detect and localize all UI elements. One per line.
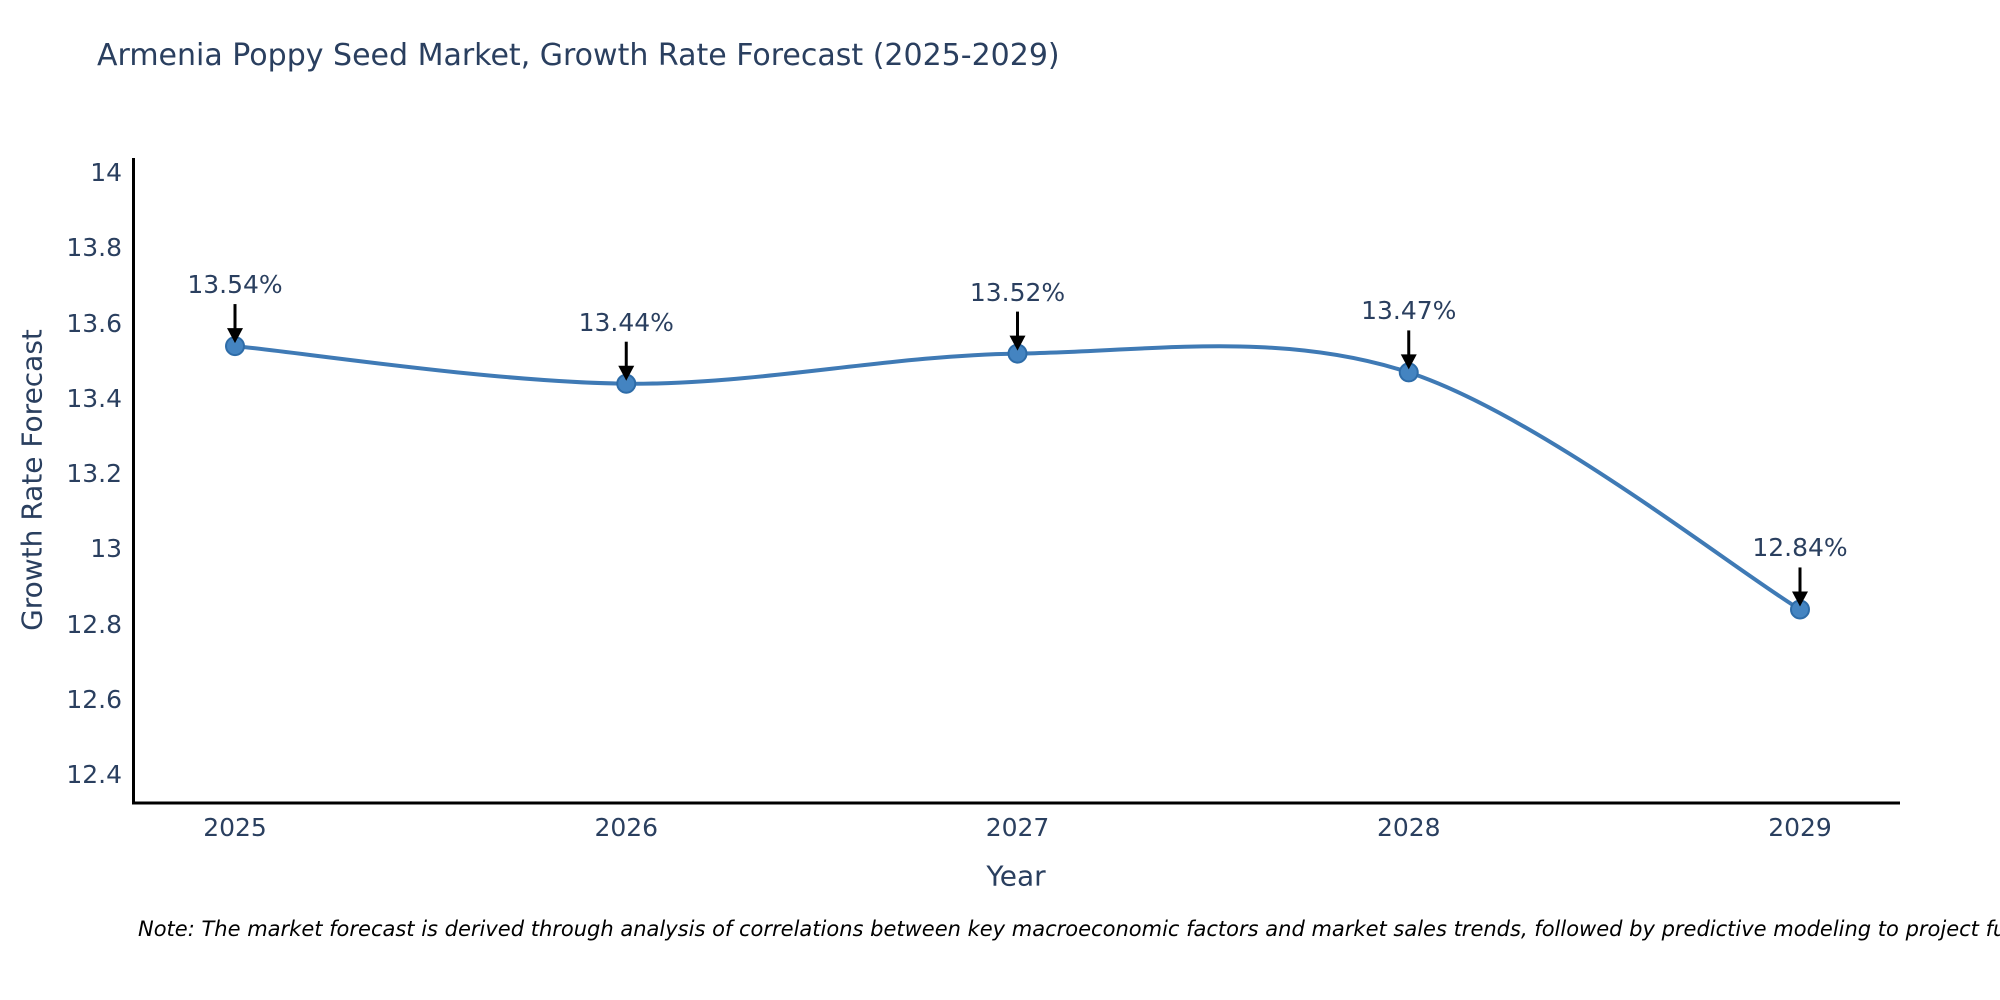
point-value-label: 13.52% xyxy=(969,277,1066,307)
annotation-arrow-head xyxy=(227,328,243,344)
annotation-arrow-head xyxy=(1400,354,1417,370)
y-tick-label: 12.4 xyxy=(66,760,122,789)
x-tick-label: 2026 xyxy=(594,813,659,842)
y-tick-label: 14 xyxy=(90,158,122,187)
chart-title: Armenia Poppy Seed Market, Growth Rate F… xyxy=(97,38,1060,73)
annotation-arrow-head xyxy=(1009,335,1026,351)
y-tick-label: 13.8 xyxy=(66,233,122,263)
point-value-label: 13.54% xyxy=(187,270,283,300)
y-tick-label: 12.8 xyxy=(66,609,122,639)
footnote: Note: The market forecast is derived thr… xyxy=(138,917,2000,941)
x-tick-label: 2025 xyxy=(203,813,267,842)
x-axis-title: Year xyxy=(986,859,1046,893)
x-tick-label: 2027 xyxy=(985,813,1050,842)
x-tick-label: 2028 xyxy=(1376,813,1441,842)
x-tick-label: 2029 xyxy=(1768,813,1832,842)
annotation-arrow-head xyxy=(618,365,635,381)
point-value-label: 12.84% xyxy=(1752,533,1848,563)
y-tick-label: 13.6 xyxy=(66,308,122,338)
forecast-line xyxy=(234,344,1802,612)
y-tick-label: 13.2 xyxy=(66,459,122,488)
y-tick-label: 13 xyxy=(90,534,122,564)
y-tick-label: 12.6 xyxy=(66,684,122,714)
annotation-arrow-head xyxy=(1792,591,1808,607)
y-tick-label: 13.4 xyxy=(66,383,122,413)
point-value-label: 13.44% xyxy=(578,307,674,337)
point-value-label: 13.47% xyxy=(1361,296,1457,326)
